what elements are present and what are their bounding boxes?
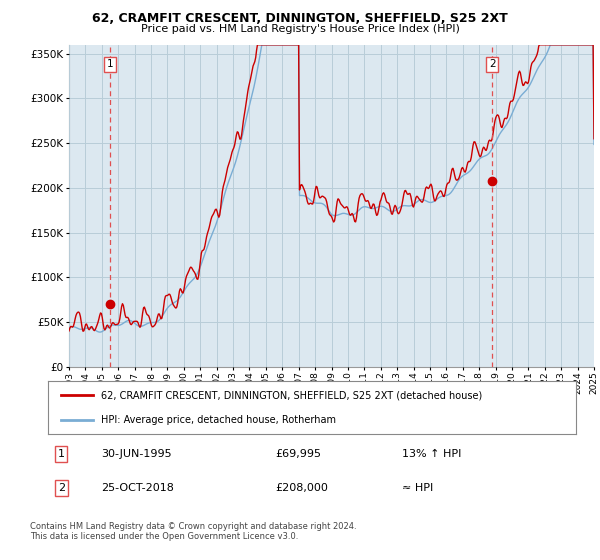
Text: 30-JUN-1995: 30-JUN-1995 bbox=[101, 449, 172, 459]
Text: Contains HM Land Registry data © Crown copyright and database right 2024.
This d: Contains HM Land Registry data © Crown c… bbox=[30, 522, 356, 542]
Text: £69,995: £69,995 bbox=[275, 449, 321, 459]
Text: 2: 2 bbox=[489, 59, 496, 69]
Text: 2: 2 bbox=[58, 483, 65, 493]
Text: 1: 1 bbox=[58, 449, 65, 459]
Text: Price paid vs. HM Land Registry's House Price Index (HPI): Price paid vs. HM Land Registry's House … bbox=[140, 24, 460, 34]
Text: 1: 1 bbox=[107, 59, 113, 69]
Text: 13% ↑ HPI: 13% ↑ HPI bbox=[402, 449, 461, 459]
Text: 62, CRAMFIT CRESCENT, DINNINGTON, SHEFFIELD, S25 2XT (detached house): 62, CRAMFIT CRESCENT, DINNINGTON, SHEFFI… bbox=[101, 390, 482, 400]
Text: 62, CRAMFIT CRESCENT, DINNINGTON, SHEFFIELD, S25 2XT: 62, CRAMFIT CRESCENT, DINNINGTON, SHEFFI… bbox=[92, 12, 508, 25]
Text: HPI: Average price, detached house, Rotherham: HPI: Average price, detached house, Roth… bbox=[101, 414, 336, 424]
Text: 25-OCT-2018: 25-OCT-2018 bbox=[101, 483, 173, 493]
Text: £208,000: £208,000 bbox=[275, 483, 328, 493]
Text: ≈ HPI: ≈ HPI bbox=[402, 483, 433, 493]
